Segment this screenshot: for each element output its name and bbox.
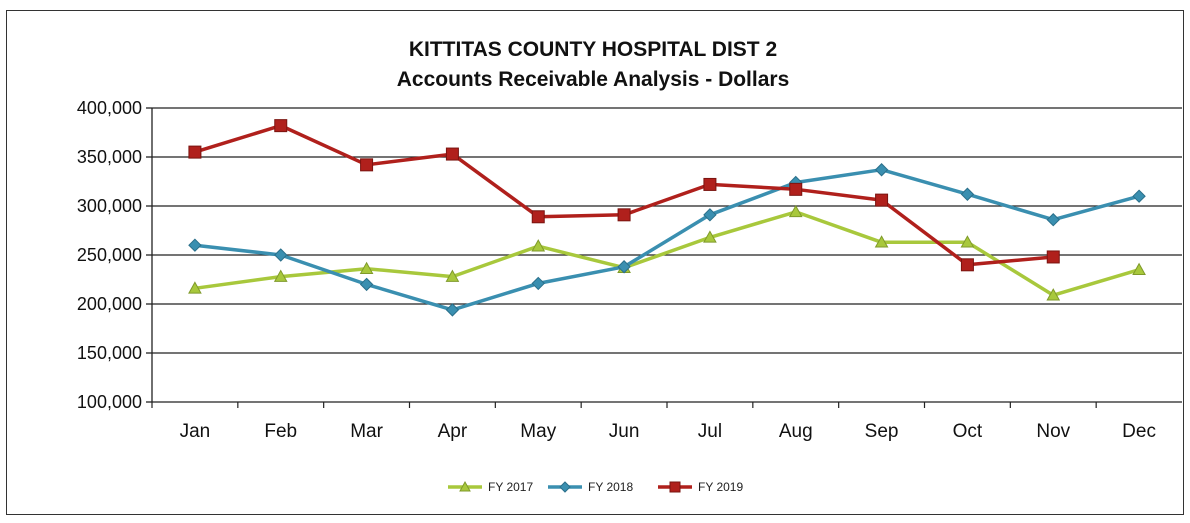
data-point	[188, 145, 202, 159]
gridlines	[152, 107, 1182, 403]
x-tick-label: Sep	[865, 421, 899, 442]
series-lines	[188, 119, 1146, 317]
x-tick-label: Dec	[1122, 421, 1156, 442]
data-point	[874, 163, 889, 177]
x-tick-label: Nov	[1036, 421, 1070, 442]
data-point	[531, 239, 546, 252]
x-tick-label: Mar	[350, 421, 383, 442]
x-tick-label: Jul	[698, 421, 722, 442]
x-tick-label: Oct	[953, 421, 983, 442]
x-tick-label: Apr	[438, 421, 468, 442]
x-tick-label: Aug	[779, 421, 813, 442]
data-point	[445, 303, 460, 317]
data-point	[875, 193, 889, 207]
data-point	[459, 480, 471, 492]
data-point	[188, 238, 202, 252]
data-point	[531, 276, 545, 291]
series-fy-2019	[188, 119, 1060, 272]
x-tick-label: Jun	[609, 421, 640, 442]
data-point	[960, 187, 975, 201]
data-point	[788, 204, 803, 218]
data-point	[1132, 262, 1146, 275]
y-tick-label: 200,000	[77, 294, 142, 314]
series-fy-2018	[188, 163, 1146, 317]
data-point	[188, 281, 202, 294]
legend-label: FY 2019	[698, 480, 743, 494]
data-point	[273, 269, 288, 282]
y-tick-label: 150,000	[77, 343, 142, 363]
data-point	[617, 260, 631, 274]
data-point	[559, 481, 571, 493]
data-point	[359, 261, 374, 275]
series-fy-2017	[188, 204, 1146, 301]
legend-label: FY 2017	[488, 480, 533, 494]
y-tick-label: 350,000	[77, 147, 142, 167]
data-point	[1046, 213, 1060, 227]
data-point	[703, 177, 717, 191]
data-point	[360, 158, 374, 172]
series-line	[194, 167, 1140, 312]
data-point	[960, 258, 974, 272]
data-point	[703, 208, 717, 222]
chart-title: KITTITAS COUNTY HOSPITAL DIST 2	[409, 38, 777, 61]
data-point	[703, 230, 717, 243]
series-line	[194, 210, 1140, 297]
x-tick-label: Feb	[264, 421, 297, 442]
y-tick-label: 300,000	[77, 196, 142, 216]
data-point	[445, 147, 459, 161]
data-point	[274, 248, 288, 262]
legend-label: FY 2018	[588, 480, 633, 494]
data-point	[1046, 288, 1061, 301]
data-point	[445, 269, 460, 282]
data-point	[617, 208, 631, 222]
legend-item: FY 2018	[548, 480, 633, 494]
data-point	[359, 277, 374, 292]
data-point	[960, 235, 975, 248]
x-tick-label: Jan	[180, 421, 211, 442]
legend: FY 2017 FY 2018 FY 2019	[448, 480, 743, 494]
legend-item: FY 2017	[448, 480, 533, 494]
data-point	[789, 182, 803, 196]
data-point	[874, 235, 889, 248]
data-point	[274, 119, 288, 133]
y-tick-label: 400,000	[77, 98, 142, 118]
y-tick-label: 250,000	[77, 245, 142, 265]
data-point	[669, 481, 681, 493]
legend-item: FY 2019	[658, 480, 743, 494]
data-point	[1046, 250, 1060, 264]
data-point	[1132, 189, 1146, 203]
y-tick-label: 100,000	[77, 392, 142, 412]
x-tick-label: May	[520, 421, 556, 442]
x-axis: Jan Feb Mar Apr May Jun Jul Aug Sep Oct Nov Dec	[151, 402, 1156, 442]
y-axis: 100,000 150,000 200,000 250,000 300,000 350,0…	[77, 98, 153, 412]
chart-subtitle: Accounts Receivable Analysis - Dollars	[397, 68, 790, 91]
data-point	[531, 210, 545, 224]
